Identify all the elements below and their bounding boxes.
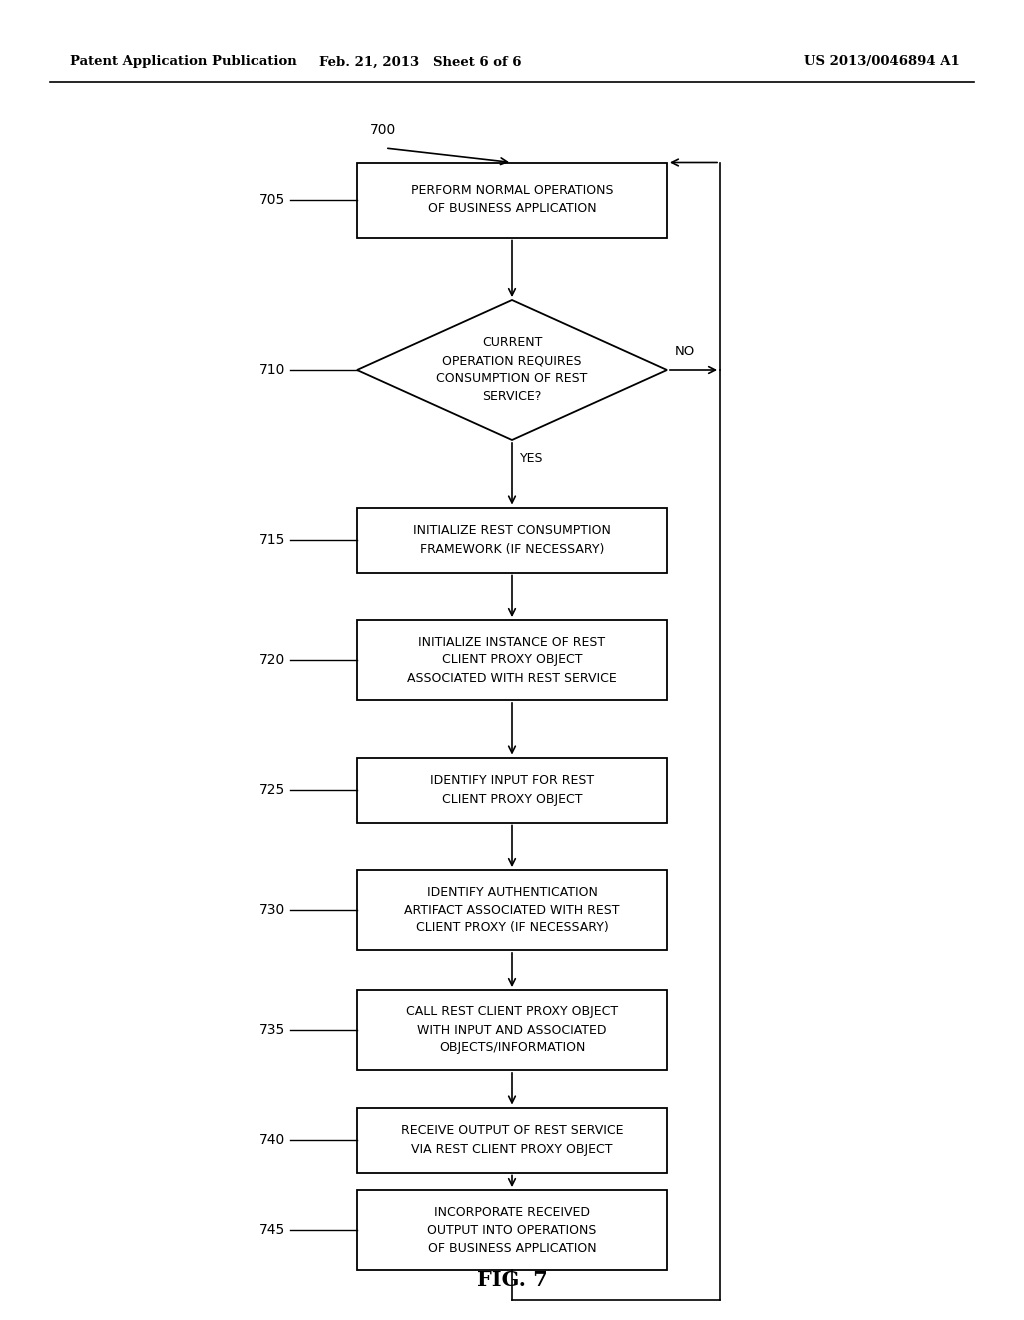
Bar [357, 507, 667, 573]
Text: Patent Application Publication: Patent Application Publication [70, 55, 297, 69]
Text: NO: NO [675, 345, 695, 358]
Text: INCORPORATE RECEIVED
OUTPUT INTO OPERATIONS
OF BUSINESS APPLICATION: INCORPORATE RECEIVED OUTPUT INTO OPERATI… [427, 1205, 597, 1254]
Text: CALL REST CLIENT PROXY OBJECT
WITH INPUT AND ASSOCIATED
OBJECTS/INFORMATION: CALL REST CLIENT PROXY OBJECT WITH INPUT… [406, 1006, 618, 1055]
Bar [357, 162, 667, 238]
Polygon shape [357, 300, 667, 440]
Text: INITIALIZE REST CONSUMPTION
FRAMEWORK (IF NECESSARY): INITIALIZE REST CONSUMPTION FRAMEWORK (I… [413, 524, 611, 556]
Text: IDENTIFY INPUT FOR REST
CLIENT PROXY OBJECT: IDENTIFY INPUT FOR REST CLIENT PROXY OBJ… [430, 775, 594, 805]
Text: Feb. 21, 2013   Sheet 6 of 6: Feb. 21, 2013 Sheet 6 of 6 [318, 55, 521, 69]
Text: 740: 740 [259, 1133, 285, 1147]
Text: 710: 710 [259, 363, 285, 378]
Text: 705: 705 [259, 193, 285, 207]
Bar [357, 1191, 667, 1270]
Text: YES: YES [520, 451, 544, 465]
Text: 730: 730 [259, 903, 285, 917]
Text: CURRENT
OPERATION REQUIRES
CONSUMPTION OF REST
SERVICE?: CURRENT OPERATION REQUIRES CONSUMPTION O… [436, 337, 588, 404]
Text: IDENTIFY AUTHENTICATION
ARTIFACT ASSOCIATED WITH REST
CLIENT PROXY (IF NECESSARY: IDENTIFY AUTHENTICATION ARTIFACT ASSOCIA… [404, 886, 620, 935]
Text: 735: 735 [259, 1023, 285, 1038]
Bar [357, 870, 667, 950]
Bar [357, 1107, 667, 1172]
Bar [357, 758, 667, 822]
Bar [357, 620, 667, 700]
Text: RECEIVE OUTPUT OF REST SERVICE
VIA REST CLIENT PROXY OBJECT: RECEIVE OUTPUT OF REST SERVICE VIA REST … [400, 1125, 624, 1155]
Text: FIG. 7: FIG. 7 [476, 1270, 548, 1290]
Text: 745: 745 [259, 1224, 285, 1237]
Text: US 2013/0046894 A1: US 2013/0046894 A1 [804, 55, 961, 69]
Text: INITIALIZE INSTANCE OF REST
CLIENT PROXY OBJECT
ASSOCIATED WITH REST SERVICE: INITIALIZE INSTANCE OF REST CLIENT PROXY… [408, 635, 616, 685]
Text: 715: 715 [259, 533, 285, 546]
Text: 700: 700 [370, 123, 396, 137]
Bar [357, 990, 667, 1071]
Text: 725: 725 [259, 783, 285, 797]
Text: PERFORM NORMAL OPERATIONS
OF BUSINESS APPLICATION: PERFORM NORMAL OPERATIONS OF BUSINESS AP… [411, 185, 613, 215]
Text: 720: 720 [259, 653, 285, 667]
